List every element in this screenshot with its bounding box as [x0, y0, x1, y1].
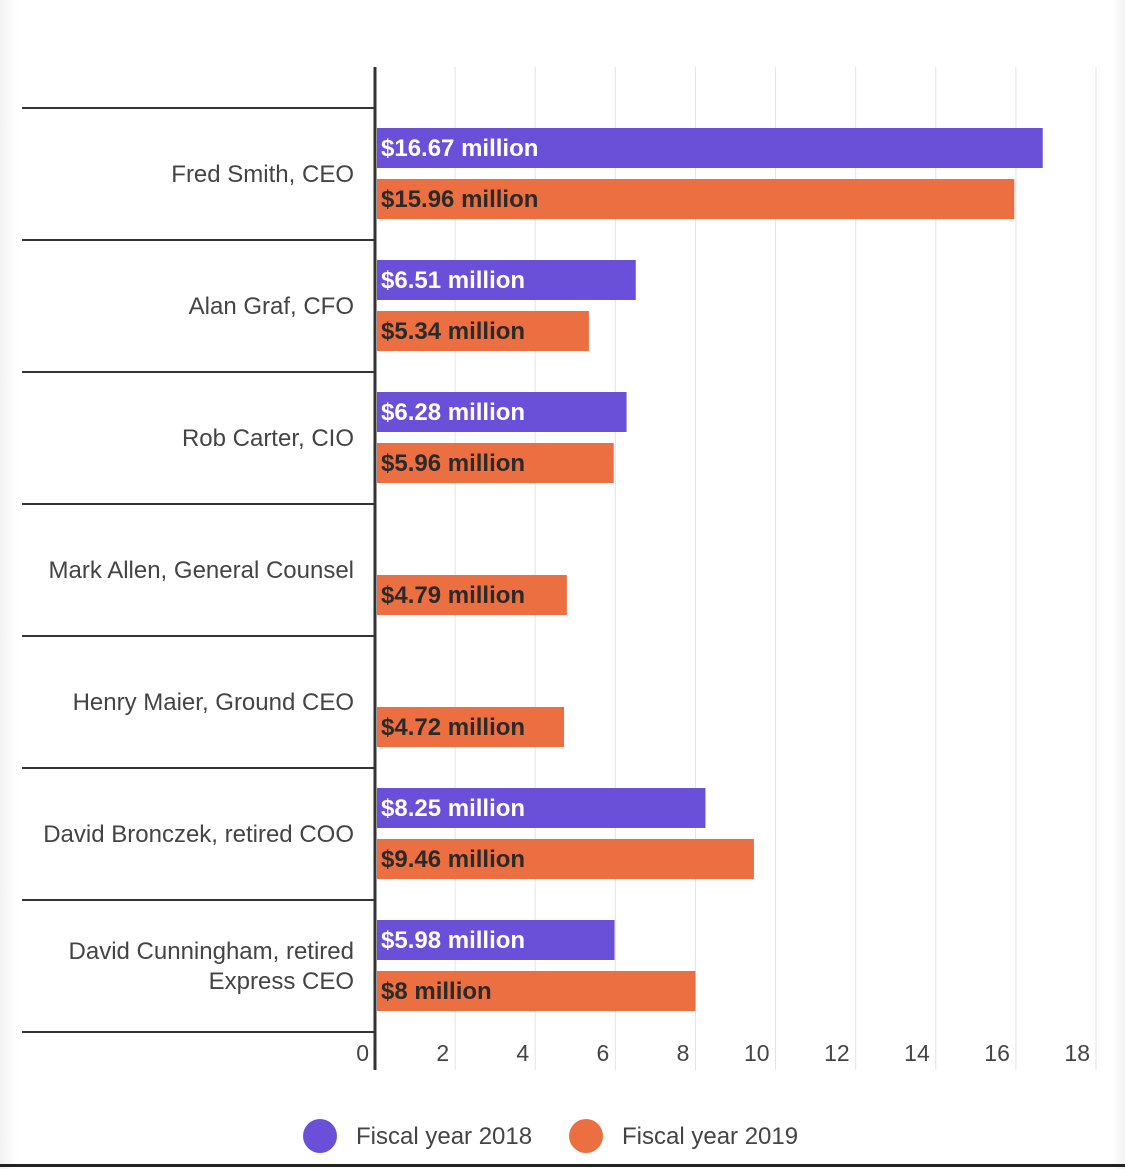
bar-fy2019	[377, 311, 589, 351]
bar-value-label: $4.72 million	[381, 714, 525, 741]
x-tick-label: 16	[984, 1040, 1010, 1066]
category-label: David Cunningham, retired Express CEO	[69, 938, 354, 995]
x-tick-label: 18	[1064, 1040, 1090, 1066]
bars: $16.67 million $6.51 million $6.28 million…	[377, 128, 1043, 1011]
bar-value-label: $9.46 million	[381, 846, 525, 873]
category-label: David Bronczek, retired COO	[43, 821, 354, 848]
bar-fy2019	[377, 575, 567, 615]
category-label: Mark Allen, General Counsel	[49, 557, 354, 584]
bar-value-label: $6.28 million	[381, 399, 525, 426]
gridlines	[454, 67, 1097, 1070]
x-tick-label: 12	[824, 1040, 850, 1066]
bar-value-label: $4.79 million	[381, 582, 525, 609]
bar-value-label: $8.25 million	[381, 795, 525, 822]
x-tick-label: 14	[904, 1040, 930, 1066]
legend-label: Fiscal year 2018	[356, 1123, 532, 1150]
legend-swatch	[303, 1119, 337, 1153]
bar-value-label: $16.67 million	[381, 135, 538, 162]
row-separators	[22, 107, 375, 1033]
category-label: Rob Carter, CIO	[182, 425, 354, 452]
bar-value-label: $5.96 million	[381, 450, 525, 477]
x-tick-label: 2	[436, 1040, 449, 1066]
bar-fy2019	[377, 707, 565, 747]
bar-value-label: $6.51 million	[381, 267, 525, 294]
x-tick-label: 10	[744, 1040, 770, 1066]
bar-value-label: $5.34 million	[381, 318, 525, 345]
x-tick-label: 4	[516, 1040, 529, 1066]
legend-label: Fiscal year 2019	[622, 1123, 798, 1150]
left-edge-shade	[0, 0, 18, 1169]
bar-fy2018	[377, 920, 615, 960]
bar-fy2018	[377, 788, 706, 828]
bar-fy2018	[377, 128, 1043, 168]
bar-value-label: $15.96 million	[381, 186, 538, 213]
legend-swatch	[569, 1119, 603, 1153]
x-tick-label: 8	[677, 1040, 690, 1066]
bar-fy2018	[377, 260, 636, 300]
category-label: Henry Maier, Ground CEO	[73, 689, 354, 716]
bar-fy2019	[377, 971, 696, 1011]
bar-fy2019	[377, 179, 1015, 219]
bar-fy2018	[377, 392, 627, 432]
x-tick-label: 0	[356, 1040, 369, 1066]
right-edge-shade	[1111, 0, 1125, 1169]
category-label: Fred Smith, CEO	[171, 161, 354, 188]
bottom-border	[0, 1164, 1125, 1167]
bar-value-label: $5.98 million	[381, 927, 525, 954]
legend: Fiscal year 2018 Fiscal year 2019	[303, 1119, 798, 1153]
bar-fy2019	[377, 443, 614, 483]
x-axis-ticks: 0 2 4 6 8 10 12 14 16 18	[356, 1040, 1090, 1066]
category-label: Alan Graf, CFO	[189, 293, 354, 320]
category-labels: Fred Smith, CEO Alan Graf, CFO Rob Carter,…	[43, 161, 354, 995]
x-tick-label: 6	[597, 1040, 610, 1066]
bar-fy2019	[377, 839, 754, 879]
bar-value-label: $8 million	[381, 978, 492, 1005]
